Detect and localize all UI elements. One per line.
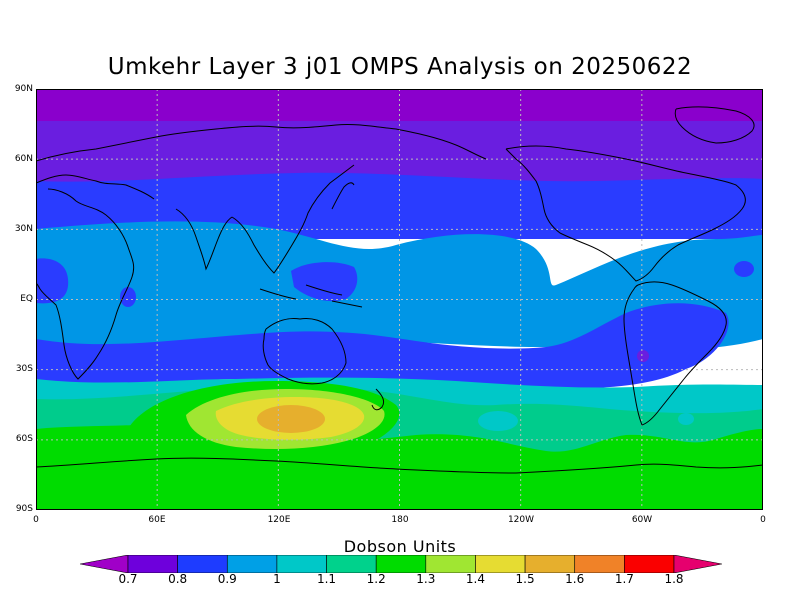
coast-antarctica: [36, 457, 763, 474]
colorbar-level-label: 1.3: [416, 572, 436, 586]
coastlines: [36, 106, 763, 474]
coast-north-america: [505, 145, 746, 282]
colorbar: [80, 555, 722, 573]
colorbar-level-label: 0.9: [217, 572, 237, 586]
coast-indonesia: [259, 284, 363, 308]
coast-india: [175, 208, 233, 271]
colorbar-max-arrow: [673, 555, 722, 573]
colorbar-title: Dobson Units: [343, 537, 457, 556]
colorbar-level-label: 1.7: [614, 572, 634, 586]
cyan-spot-1: [478, 411, 518, 431]
blue-blob-atlantic: [734, 261, 754, 277]
colorbar-swatch: [425, 555, 476, 573]
colorbar-swatch: [574, 555, 625, 573]
lon-tick-label: 180: [391, 515, 409, 525]
colorbar-swatch: [127, 555, 178, 573]
lat-tick-label: EQ: [20, 294, 33, 304]
lat-tick-label: 90S: [15, 504, 33, 514]
colorbar-swatch: [226, 555, 278, 573]
lon-tick-label: 0: [760, 515, 766, 525]
lon-tick-label: 120W: [507, 515, 535, 525]
colorbar-level-label: 1.2: [366, 572, 386, 586]
ozone-map: [36, 89, 763, 510]
page-title: Umkehr Layer 3 j01 OMPS Analysis on 2025…: [107, 54, 693, 80]
blue-blob-indonesia: [291, 262, 358, 302]
coast-south-america: [623, 281, 727, 426]
band-sky: [36, 221, 763, 351]
map-border: [36, 89, 763, 510]
colorbar-swatch: [276, 555, 327, 573]
lat-tick-label: 30N: [14, 224, 33, 234]
lat-tick-label: 60N: [14, 154, 33, 164]
lat-tick-label: 60S: [15, 434, 33, 444]
teal-notch-south: [56, 455, 390, 485]
violet-spot-brazil: [637, 350, 649, 362]
coast-australia: [262, 318, 347, 385]
colorbar-level-label: 1.8: [664, 572, 684, 586]
map-panel: [36, 89, 763, 510]
colorbar-swatch: [475, 555, 526, 573]
colorbar-swatch: [177, 555, 228, 573]
colorbar-min-arrow: [80, 555, 129, 573]
coast-eurasia-north: [36, 124, 487, 162]
coast-east-asia: [231, 164, 355, 274]
colorbar-level-label: 1.4: [465, 572, 485, 586]
orange-core-australia: [257, 405, 325, 433]
band-blue-south: [36, 303, 729, 390]
lat-tick-label: 90N: [14, 84, 33, 94]
colorbar-level-label: 0.8: [168, 572, 188, 586]
colorbar-level-label: 1.1: [316, 572, 337, 586]
coast-new-zealand: [371, 388, 385, 411]
graticule: [36, 89, 763, 510]
coast-africa: [36, 188, 135, 380]
colorbar-level-label: 0.7: [118, 572, 138, 586]
lon-tick-label: 60W: [631, 515, 653, 525]
coast-europe-south: [36, 174, 155, 200]
coast-japan: [331, 182, 355, 210]
blue-blob-west: [36, 258, 69, 304]
lon-tick-label: 60E: [148, 515, 166, 525]
lon-tick-label: 120E: [267, 515, 291, 525]
colorbar-swatch: [375, 555, 427, 573]
colorbar-level-label: 1: [273, 572, 281, 586]
colorbar-swatch: [624, 555, 675, 573]
lat-tick-label: 30S: [15, 364, 33, 374]
cyan-spot-2: [678, 413, 694, 425]
blue-blob-indian: [120, 287, 136, 307]
colorbar-level-label: 1.5: [515, 572, 535, 586]
colorbar-level-label: 1.6: [565, 572, 585, 586]
coast-greenland: [674, 106, 755, 144]
colorbar-swatch: [326, 555, 377, 573]
colorbar-swatch: [524, 555, 576, 573]
lon-tick-label: 0: [33, 515, 39, 525]
